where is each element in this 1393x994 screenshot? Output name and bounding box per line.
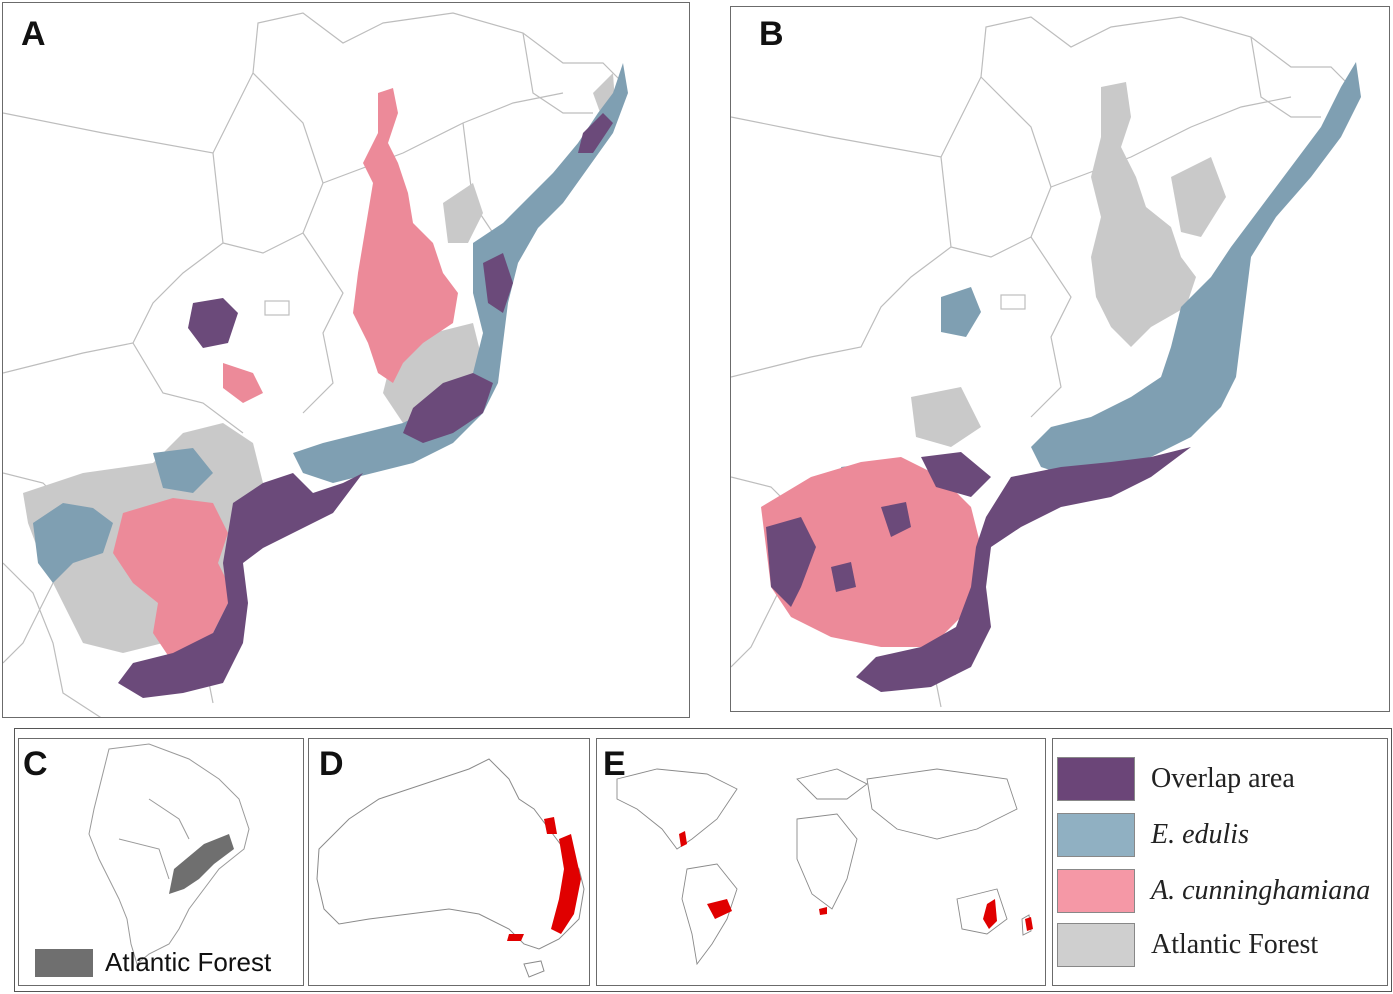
map-b-svg [731,16,1361,708]
legend-swatch-atlantic-forest [1057,923,1135,967]
map-a-svg [3,12,628,717]
bottom-panels-frame [14,728,1392,992]
legend-item-overlap: Overlap area [1057,757,1387,801]
atlantic-forest-range-c [169,834,234,894]
panel-label-b: B [759,15,784,53]
atlantic-forest-swatch-c [35,949,93,977]
legend-label-overlap: Overlap area [1151,763,1295,794]
south-america-outline [88,743,250,965]
map-panel-c: C Atlantic Forest [18,738,304,986]
legend-label-edulis: E. edulis [1151,819,1249,850]
map-panel-d: D [308,738,590,986]
panel-label-d: D [319,745,344,783]
map-legend: Overlap area E. edulis A. cunninghamiana… [1052,738,1388,986]
map-e-svg [616,768,1033,966]
map-c-svg [88,743,250,965]
legend-item-cunninghamiana: A. cunninghamiana [1057,869,1387,913]
legend-swatch-cunninghamiana [1057,869,1135,913]
australia-outline [316,758,585,950]
legend-swatch-overlap [1057,757,1135,801]
tasmania-outline [523,960,545,978]
map-d-svg [316,758,585,978]
cunninghamiana-area-a [113,88,458,663]
overlap-area-b [766,447,1191,692]
cunninghamiana-area-b [761,457,981,647]
cunninghamiana-range-d [507,817,581,941]
cunninghamiana-range-e [679,831,1033,931]
map-panel-e: E [596,738,1046,986]
atlantic-forest-label-c: Atlantic Forest [105,947,272,977]
state-borders-b [731,16,1352,708]
panel-label-a: A [21,15,46,53]
map-panel-b: B [730,6,1390,712]
legend-label-atlantic-forest: Atlantic Forest [1151,929,1319,960]
world-outline [616,768,1032,966]
legend-label-cunninghamiana: A. cunninghamiana [1151,875,1371,906]
legend-item-atlantic-forest: Atlantic Forest [1057,923,1387,967]
atlantic-forest-area-a [23,73,615,653]
panel-label-e: E [603,745,626,783]
legend-item-edulis: E. edulis [1057,813,1387,857]
overlap-area-a [118,113,613,698]
legend-swatch-edulis [1057,813,1135,857]
map-panel-a: A [2,2,690,718]
panel-label-c: C [23,745,48,783]
